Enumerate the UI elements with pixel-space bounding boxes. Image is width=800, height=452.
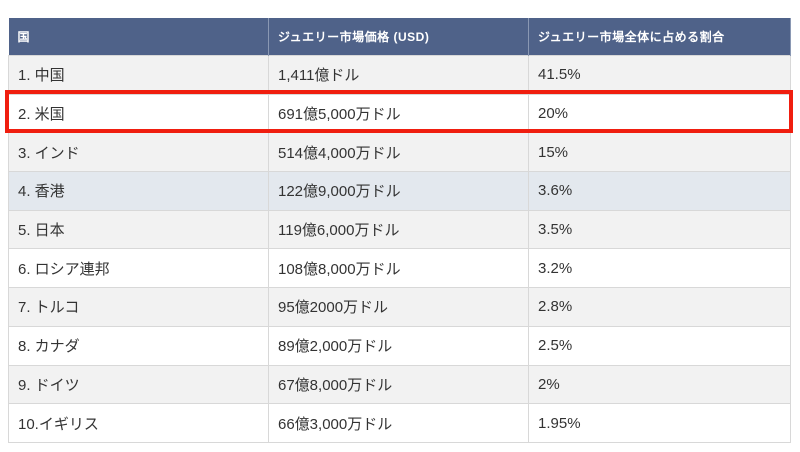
- table-row: 10.イギリス 66億3,000万ドル 1.95%: [8, 403, 791, 443]
- table-cell: 691億5,000万ドル: [268, 93, 529, 134]
- table-cell: 1. 中国: [8, 55, 269, 95]
- table-cell: 3. インド: [8, 132, 269, 173]
- table-cell: 20%: [528, 93, 791, 134]
- table-cell: 5. 日本: [8, 209, 269, 250]
- table-cell: 67億8,000万ドル: [268, 364, 529, 405]
- table-cell: 7. トルコ: [8, 287, 269, 327]
- table-row: 6. ロシア連邦 108億8,000万ドル 3.2%: [8, 248, 791, 289]
- table-row: 7. トルコ 95億2000万ドル 2.8%: [8, 287, 791, 327]
- table-body: 1. 中国 1,411億ドル 41.5% 2. 米国 691億5,000万ドル 20% 3.…: [8, 55, 791, 443]
- table-cell: 8. カナダ: [8, 325, 269, 366]
- table-row: 3. インド 514億4,000万ドル 15%: [8, 132, 791, 173]
- table-row: 2. 米国 691億5,000万ドル 20%: [8, 93, 791, 134]
- table-cell: 2.5%: [528, 325, 791, 366]
- table-cell: 4. 香港: [8, 171, 269, 211]
- table-cell: 3.5%: [528, 209, 791, 250]
- table-cell: 1,411億ドル: [268, 55, 529, 95]
- table-cell: 3.2%: [528, 248, 791, 289]
- table-cell: 95億2000万ドル: [268, 287, 529, 327]
- table-cell: 1.95%: [528, 403, 791, 443]
- table-cell: 122億9,000万ドル: [268, 171, 529, 211]
- table-cell: 3.6%: [528, 171, 791, 211]
- table-cell: 15%: [528, 132, 791, 173]
- table-cell: 2.8%: [528, 287, 791, 327]
- table-cell: 89億2,000万ドル: [268, 325, 529, 366]
- table-row: 9. ドイツ 67億8,000万ドル 2%: [8, 364, 791, 405]
- table-row: 4. 香港 122億9,000万ドル 3.6%: [8, 171, 791, 211]
- table-cell: 514億4,000万ドル: [268, 132, 529, 173]
- table-cell: 2. 米国: [8, 93, 269, 134]
- table-cell: 2%: [528, 364, 791, 405]
- table-cell: 108億8,000万ドル: [268, 248, 529, 289]
- header-cell: ジュエリー市場価格 (USD): [268, 18, 529, 56]
- header-cell: 国: [8, 18, 269, 56]
- jewelry-market-table: 国ジュエリー市場価格 (USD) ジュエリー市場全体に占める割合 1. 中国 1,4…: [8, 18, 791, 443]
- table-cell: 10.イギリス: [8, 403, 269, 443]
- header-cell: ジュエリー市場全体に占める割合: [528, 18, 791, 56]
- table-cell: 119億6,000万ドル: [268, 209, 529, 250]
- table-cell: 9. ドイツ: [8, 364, 269, 405]
- table-cell: 66億3,000万ドル: [268, 403, 529, 443]
- header-row: 国ジュエリー市場価格 (USD) ジュエリー市場全体に占める割合: [8, 18, 791, 56]
- table-row: 1. 中国 1,411億ドル 41.5%: [8, 55, 791, 95]
- table-row: 5. 日本 119億6,000万ドル 3.5%: [8, 209, 791, 250]
- table-cell: 41.5%: [528, 55, 791, 95]
- table-cell: 6. ロシア連邦: [8, 248, 269, 289]
- table-row: 8. カナダ 89億2,000万ドル 2.5%: [8, 325, 791, 366]
